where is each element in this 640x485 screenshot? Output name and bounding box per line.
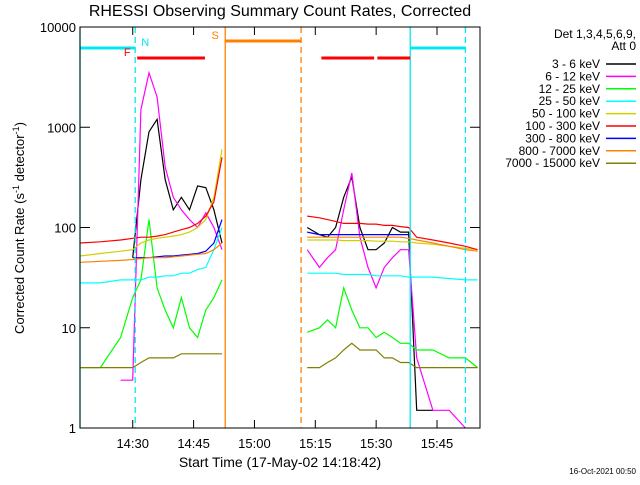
legend-label: 50 - 100 keV bbox=[532, 107, 600, 121]
series-line bbox=[80, 227, 478, 284]
series-line bbox=[80, 219, 478, 369]
footer: 16-Oct-2021 00:50 bbox=[569, 467, 636, 476]
y-label-part: -1 bbox=[11, 126, 21, 134]
legend-label: 3 - 6 keV bbox=[552, 57, 600, 71]
y-tick-label: 1 bbox=[69, 421, 76, 436]
y-label-part: -1 bbox=[11, 185, 21, 193]
y-label-part: ) bbox=[12, 122, 27, 126]
legend-label: 6 - 12 keV bbox=[545, 69, 600, 83]
flag-label: F bbox=[124, 47, 131, 59]
x-tick-label: 14:30 bbox=[116, 436, 149, 451]
x-tick-label: 15:15 bbox=[299, 436, 332, 451]
legend-label: 25 - 50 keV bbox=[539, 94, 600, 108]
y-tick-label: 1000 bbox=[47, 120, 76, 135]
x-tick-label: 15:00 bbox=[238, 436, 271, 451]
x-tick-label: 15:30 bbox=[360, 436, 393, 451]
y-axis-label: Corrected Count Rate (s-1 detector-1) bbox=[11, 122, 27, 334]
series-line bbox=[80, 342, 478, 369]
flag-label: S bbox=[212, 30, 219, 42]
y-label-part: detector bbox=[12, 134, 27, 185]
series-line bbox=[120, 70, 466, 429]
chart-title: RHESSI Observing Summary Count Rates, Co… bbox=[89, 3, 471, 20]
legend-label: 12 - 25 keV bbox=[539, 82, 600, 96]
legend-title: Att 0 bbox=[611, 39, 636, 53]
x-axis-label: Start Time (17-May-02 14:18:42) bbox=[179, 454, 381, 470]
legend-label: 800 - 7000 keV bbox=[519, 144, 600, 158]
y-label-part: Corrected Count Rate (s bbox=[12, 193, 27, 334]
legend-label: 7000 - 15000 keV bbox=[505, 156, 600, 170]
legend-label: 300 - 800 keV bbox=[525, 131, 600, 145]
x-tick-label: 14:45 bbox=[177, 436, 210, 451]
y-tick-label: 10000 bbox=[40, 20, 76, 35]
y-tick-label: 10 bbox=[62, 321, 76, 336]
flag-label: N bbox=[141, 37, 149, 49]
series-line bbox=[79, 236, 478, 263]
x-tick-label: 15:45 bbox=[421, 436, 454, 451]
legend-label: 100 - 300 keV bbox=[525, 119, 600, 133]
series-line bbox=[132, 117, 433, 411]
series-line bbox=[79, 149, 478, 257]
legend-title: Det 1,3,4,5,6,9, bbox=[554, 27, 636, 41]
y-tick-label: 100 bbox=[54, 221, 76, 236]
series-line bbox=[132, 219, 409, 259]
series-line bbox=[79, 157, 478, 251]
